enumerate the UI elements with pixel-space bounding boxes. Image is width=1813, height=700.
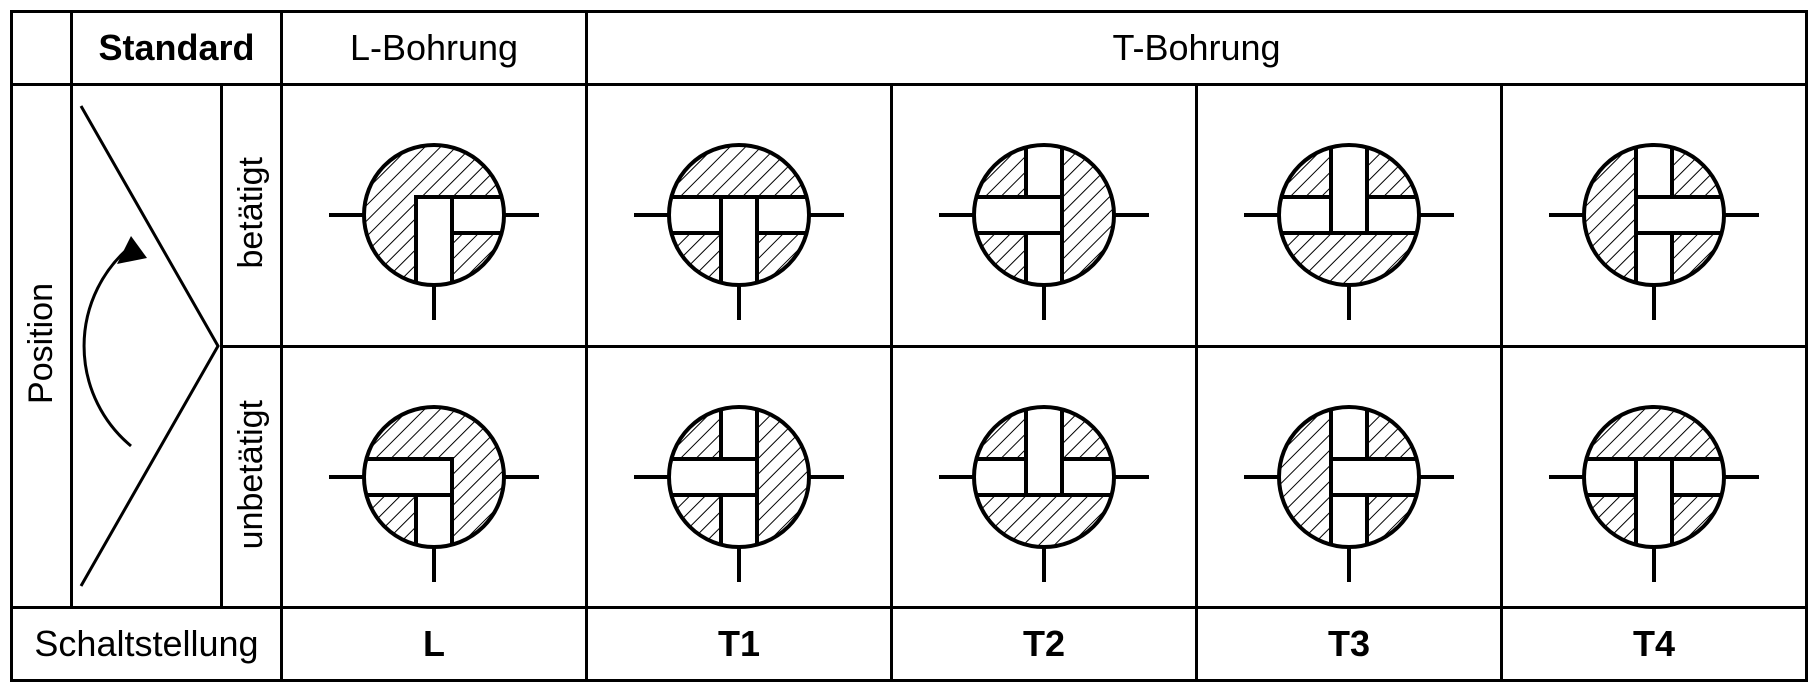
cell-u-T1 — [587, 346, 892, 608]
cell-u-T4 — [1502, 346, 1807, 608]
code-L: L — [282, 608, 587, 681]
code-T2: T2 — [892, 608, 1197, 681]
rotation-arrow-diagram — [73, 86, 223, 606]
cell-u-T3 — [1197, 346, 1502, 608]
code-T4: T4 — [1502, 608, 1807, 681]
header-standard: Standard — [72, 12, 282, 85]
cell-a-T1 — [587, 85, 892, 347]
label-actuated: betätigt — [222, 85, 282, 347]
cell-a-T4 — [1502, 85, 1807, 347]
code-T3: T3 — [1197, 608, 1502, 681]
valve-positions-table: Standard L-Bohrung T-Bohrung Position be… — [10, 10, 1808, 682]
cell-u-L — [282, 346, 587, 608]
header-l-bohrung: L-Bohrung — [282, 12, 587, 85]
header-empty — [12, 12, 72, 85]
arrow-diagram-cell — [72, 85, 222, 608]
cell-a-L — [282, 85, 587, 347]
code-T1: T1 — [587, 608, 892, 681]
label-position: Position — [12, 85, 72, 608]
header-t-bohrung: T-Bohrung — [587, 12, 1807, 85]
cell-a-T3 — [1197, 85, 1502, 347]
cell-u-T2 — [892, 346, 1197, 608]
label-unactuated: unbetätigt — [222, 346, 282, 608]
cell-a-T2 — [892, 85, 1197, 347]
label-schaltstellung: Schaltstellung — [12, 608, 282, 681]
